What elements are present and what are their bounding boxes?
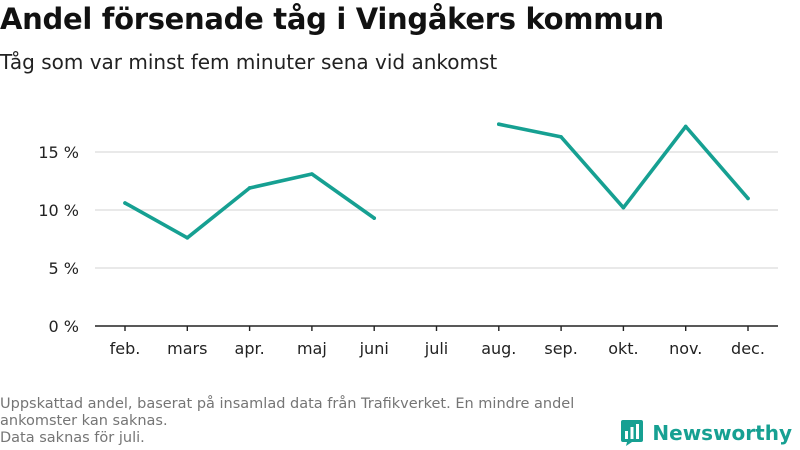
x-tick-label: juli	[424, 339, 448, 358]
y-tick-label: 15 %	[38, 143, 79, 162]
data-point	[559, 135, 563, 139]
y-tick-label: 10 %	[38, 201, 79, 220]
footnote-missing-data: Data saknas för juli.	[0, 430, 145, 446]
x-tick-label: dec.	[731, 339, 765, 358]
data-point	[746, 196, 750, 201]
x-tick-label: apr.	[235, 339, 265, 358]
chart-subtitle: Tåg som var minst fem minuter sena vid a…	[0, 50, 498, 74]
newsworthy-logo-icon	[621, 420, 644, 446]
chart-title: Andel försenade tåg i Vingåkers kommun	[0, 2, 664, 36]
data-point	[683, 124, 688, 129]
footnote: Uppskattad andel, baserat på insamlad da…	[0, 396, 630, 447]
data-point	[621, 205, 626, 210]
data-point	[123, 201, 127, 205]
data-point	[310, 172, 314, 176]
data-point	[497, 122, 501, 126]
line-chart: feb. mars apr. maj juni juli aug. sep. okt. nov. d…	[38, 122, 778, 358]
brand[interactable]: Newsworthy	[620, 419, 792, 447]
x-tick-label: mars	[167, 339, 207, 358]
x-tick-label: okt.	[608, 339, 638, 358]
x-tick-label: nov.	[669, 339, 702, 358]
x-tick-label: juni	[359, 339, 389, 358]
brand-name: Newsworthy	[652, 421, 792, 445]
x-tick-label: maj	[297, 339, 327, 358]
series-line-segment	[496, 122, 750, 210]
x-tick-label: feb.	[110, 339, 141, 358]
data-point	[247, 186, 252, 190]
y-tick-label: 0 %	[49, 317, 79, 336]
x-tick-label: sep.	[544, 339, 577, 358]
x-tick-label: aug.	[481, 339, 516, 358]
y-tick-label: 5 %	[49, 259, 79, 278]
data-point	[372, 216, 377, 220]
series-line-segment	[123, 172, 377, 240]
footnote-source: Uppskattad andel, baserat på insamlad da…	[0, 396, 579, 429]
data-point	[185, 236, 190, 240]
